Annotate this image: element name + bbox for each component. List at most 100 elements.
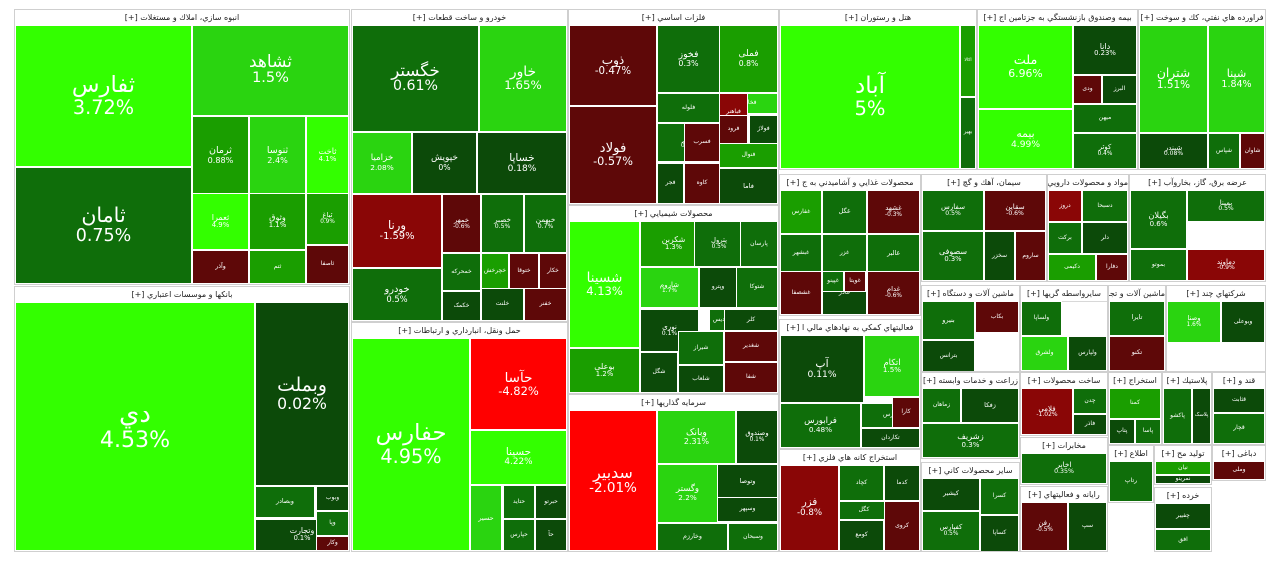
sector-title[interactable]: محصولات شيميايي [+]: [569, 206, 778, 222]
treemap-tile[interactable]: دلر: [1082, 222, 1128, 254]
treemap-tile[interactable]: اکالا: [960, 25, 976, 97]
treemap-tile[interactable]: خفنر: [524, 288, 567, 321]
treemap-tile[interactable]: بیمه 4.99%: [978, 109, 1073, 169]
sector-title[interactable]: انبوه سازي، املاك و مستغلات [+]: [15, 10, 349, 26]
sector-title[interactable]: شركتهاي چند [+]: [1167, 286, 1265, 302]
treemap-tile[interactable]: فجر: [657, 163, 684, 204]
sector-title[interactable]: فراورده هاي نفتي، كك و سوخت [+]: [1139, 10, 1265, 26]
treemap-tile[interactable]: زشریف 0.3%: [922, 423, 1019, 458]
treemap-tile[interactable]: البرز: [1102, 75, 1137, 104]
treemap-tile[interactable]: اخابر 0.35%: [1021, 453, 1107, 484]
treemap-tile[interactable]: وبوعلی: [1221, 301, 1265, 343]
treemap-tile[interactable]: سفارس 0.5%: [922, 190, 984, 231]
treemap-tile[interactable]: زماهان: [922, 388, 961, 423]
treemap-tile[interactable]: شپنا 1.84%: [1208, 25, 1265, 133]
sector-title[interactable]: خرده [+]: [1155, 488, 1211, 504]
treemap-tile[interactable]: چفیبر: [1155, 503, 1211, 529]
treemap-tile[interactable]: شغدیر: [724, 331, 778, 362]
treemap-tile[interactable]: وبانک 2.31%: [657, 410, 736, 464]
sector-title[interactable]: سيمان، آهك و گچ [+]: [922, 175, 1046, 191]
treemap-tile[interactable]: ثفارس 3.72%: [15, 25, 192, 167]
treemap-tile[interactable]: ثامان 0.75%: [15, 167, 192, 284]
sector-title[interactable]: سايرواسطه گريها [+]: [1021, 286, 1107, 302]
sector-title[interactable]: فلزات اساسي [+]: [569, 10, 778, 26]
treemap-tile[interactable]: رفن -0.5%: [1021, 502, 1068, 551]
treemap-tile[interactable]: وصندوق 0.1%: [736, 410, 778, 464]
treemap-tile[interactable]: ثتم: [249, 250, 306, 284]
treemap-tile[interactable]: وآذر: [192, 250, 249, 284]
treemap-tile[interactable]: شتوکا: [736, 267, 778, 308]
treemap-tile[interactable]: دکیمی: [1048, 254, 1096, 281]
treemap-tile[interactable]: شیراز: [678, 331, 724, 365]
treemap-tile[interactable]: حبرتو: [535, 485, 567, 519]
treemap-tile[interactable]: شبندر 0.08%: [1139, 133, 1208, 169]
treemap-tile[interactable]: خکار: [539, 253, 567, 289]
treemap-tile[interactable]: کچاد: [839, 465, 884, 501]
treemap-tile[interactable]: سخزر: [984, 231, 1015, 281]
treemap-tile[interactable]: خصبر 0.5%: [481, 194, 524, 253]
treemap-tile[interactable]: ثشاهد 1.5%: [192, 25, 349, 116]
sector-title[interactable]: فعاليتهاي كمكي به نهادهاي مالي ا [+]: [780, 320, 920, 336]
treemap-tile[interactable]: چدن: [1073, 388, 1107, 414]
treemap-tile[interactable]: خمحرکه: [442, 253, 481, 291]
treemap-tile[interactable]: فرود: [719, 115, 748, 144]
treemap-tile[interactable]: کفپارس 0.5%: [922, 511, 980, 551]
treemap-tile[interactable]: قچار: [1213, 413, 1265, 444]
treemap-tile[interactable]: غفارس: [780, 190, 822, 234]
sector-title[interactable]: استخراج كانه هاي فلزي [+]: [780, 450, 920, 466]
treemap-tile[interactable]: ولساپا: [1021, 301, 1062, 336]
treemap-tile[interactable]: ودی: [1073, 75, 1102, 104]
treemap-tile[interactable]: قثابت: [1213, 388, 1265, 413]
treemap-tile[interactable]: کسرا: [980, 478, 1019, 515]
treemap-tile[interactable]: ولشرق: [1021, 336, 1068, 371]
treemap-tile[interactable]: شفا: [724, 362, 778, 393]
treemap-tile[interactable]: وبصادر: [255, 486, 315, 518]
treemap-tile[interactable]: خلنت: [481, 288, 524, 321]
treemap-tile[interactable]: افق: [1155, 529, 1211, 551]
treemap-tile[interactable]: ساروم: [1015, 231, 1046, 281]
treemap-tile[interactable]: ثباغ 0.9%: [306, 193, 349, 245]
treemap-tile[interactable]: دي 4.53%: [15, 302, 255, 551]
treemap-tile[interactable]: غگل: [822, 190, 867, 234]
treemap-tile[interactable]: پارسان: [740, 221, 778, 267]
treemap-tile[interactable]: کلر: [724, 309, 778, 331]
treemap-tile[interactable]: شگل: [640, 352, 678, 393]
treemap-tile[interactable]: فولاژ: [749, 115, 778, 144]
treemap-tile[interactable]: ثرمان 0.88%: [192, 116, 249, 194]
sector-title[interactable]: دباغی [+]: [1213, 446, 1265, 462]
treemap-tile[interactable]: ورنا -1.59%: [352, 194, 442, 268]
treemap-tile[interactable]: رتاپ: [1109, 461, 1153, 502]
treemap-tile[interactable]: فملی 0.8%: [719, 25, 778, 93]
treemap-tile[interactable]: آپ 0.11%: [780, 335, 864, 403]
treemap-tile[interactable]: فلوله: [657, 93, 720, 123]
treemap-tile[interactable]: سدبیر -2.01%: [569, 410, 657, 551]
treemap-tile[interactable]: تکنو: [1109, 336, 1165, 371]
treemap-tile[interactable]: شاروم 1.7%: [640, 267, 699, 308]
sector-title[interactable]: حمل ونقل، انبارداري و ارتباطات [+]: [352, 323, 567, 339]
treemap-tile[interactable]: خپویش 0%: [412, 132, 477, 194]
treemap-tile[interactable]: حتاید: [503, 485, 535, 519]
treemap-tile[interactable]: شتران 1.51%: [1139, 25, 1208, 133]
treemap-tile[interactable]: ثعمرا 4.9%: [192, 193, 249, 250]
treemap-tile[interactable]: بمپنا 0.5%: [1187, 190, 1265, 222]
treemap-tile[interactable]: کیشیر: [922, 478, 980, 511]
treemap-tile[interactable]: فزر -0.8%: [780, 465, 839, 551]
sector-title[interactable]: محصولات غذايي و آشاميدني به ج [+]: [780, 175, 920, 191]
treemap-tile[interactable]: بنیرو: [922, 301, 975, 340]
treemap-tile[interactable]: بموتو: [1130, 249, 1187, 281]
treemap-tile[interactable]: غویتا: [844, 271, 866, 292]
sector-title[interactable]: ساير محصولات كاني [+]: [922, 463, 1019, 479]
treemap-tile[interactable]: کروی: [884, 501, 920, 551]
treemap-tile[interactable]: شسینا 4.13%: [569, 221, 640, 348]
treemap-tile[interactable]: زفکا: [961, 388, 1019, 423]
treemap-tile[interactable]: اتکام 1.5%: [864, 335, 920, 397]
treemap-tile[interactable]: بوعلی 1.2%: [569, 348, 640, 393]
sector-title[interactable]: ماشين آلات و دستگاه [+]: [922, 286, 1019, 302]
treemap-tile[interactable]: وثوق 1.1%: [249, 193, 306, 250]
treemap-tile[interactable]: دسبحا: [1082, 190, 1128, 222]
treemap-tile[interactable]: فاذر: [1073, 414, 1107, 435]
treemap-tile[interactable]: ملت 6.96%: [978, 25, 1073, 109]
treemap-tile[interactable]: شلعاب: [678, 365, 724, 393]
treemap-tile[interactable]: نیان: [1155, 461, 1211, 475]
treemap-tile[interactable]: کدما: [884, 465, 920, 501]
